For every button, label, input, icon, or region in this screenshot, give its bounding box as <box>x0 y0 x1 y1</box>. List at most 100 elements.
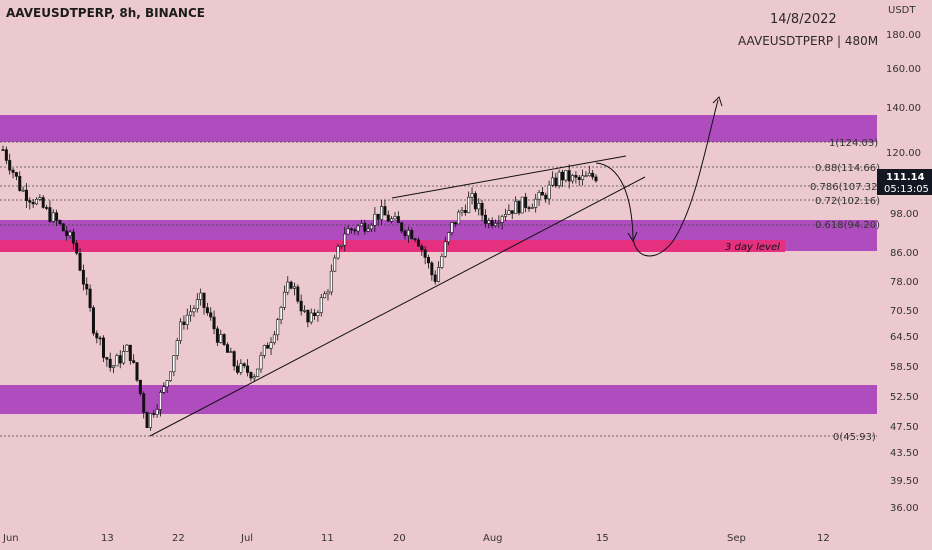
chart-title: AAVEUSDTPERP, 8h, BINANCE <box>6 6 205 20</box>
candle-body <box>426 257 430 264</box>
candle-body <box>530 207 534 209</box>
candle-body <box>292 286 296 289</box>
candle-body <box>540 192 544 196</box>
candle-body <box>71 231 75 244</box>
candle-body <box>28 200 32 203</box>
candle-body <box>504 213 508 217</box>
candle-body <box>416 239 420 247</box>
candle-body <box>380 206 384 220</box>
time-tick: 12 <box>817 533 830 544</box>
candle-body <box>517 200 521 214</box>
candle-body <box>437 267 441 282</box>
candle-body <box>189 311 193 316</box>
candle-body <box>587 172 591 177</box>
candle-body <box>386 214 390 222</box>
candle-body <box>229 351 233 353</box>
lower-support-zone <box>0 385 877 414</box>
candle-body <box>473 193 477 210</box>
candle-body <box>158 392 162 410</box>
candle-body <box>339 244 343 247</box>
projection-arrowhead-down <box>627 231 638 243</box>
candle-body <box>567 170 571 182</box>
candle-body <box>115 355 119 367</box>
wedge-lower-trendline <box>149 176 646 437</box>
candle-body <box>105 357 109 360</box>
candle-body <box>309 312 313 323</box>
candle-body <box>219 334 223 343</box>
candle-body <box>316 312 320 316</box>
time-tick: 11 <box>321 533 334 544</box>
candle-body <box>179 321 183 341</box>
candle-body <box>447 232 451 243</box>
candle-body <box>346 228 350 235</box>
candle-body <box>8 160 12 171</box>
candle-body <box>524 196 528 208</box>
candle-body <box>480 202 484 216</box>
resistance-zone <box>0 115 877 142</box>
candle-body <box>21 189 25 192</box>
candle-body <box>182 321 186 326</box>
candle-body <box>493 223 497 226</box>
candle-body <box>14 172 18 177</box>
candle-body <box>520 196 524 214</box>
price-tick: 78.00 <box>890 277 919 288</box>
candle-body <box>58 220 62 225</box>
candle-body <box>343 233 347 246</box>
candle-body <box>222 334 226 345</box>
candle-body <box>537 192 541 200</box>
candle-body <box>266 345 270 349</box>
candle-body <box>118 355 122 364</box>
candle-body <box>269 342 273 349</box>
candle-body <box>81 269 85 285</box>
candle-body <box>51 212 55 222</box>
candle-body <box>433 274 437 282</box>
candle-body <box>359 223 363 227</box>
candle-body <box>286 281 290 293</box>
fib-label-072: 0.72(102.16) <box>815 196 880 207</box>
annotation-3-day-level: 3 day level <box>725 242 780 253</box>
candle-body <box>48 207 52 222</box>
candle-body <box>249 372 253 379</box>
candle-body <box>61 223 65 232</box>
chart-date: 14/8/2022 <box>770 12 837 27</box>
candle-body <box>423 249 427 258</box>
price-axis: 180.00 160.00 140.00 120.00 98.00 86.00 … <box>886 30 921 514</box>
candle-body <box>11 169 15 173</box>
candle-body <box>262 345 266 356</box>
candle-body <box>209 312 213 318</box>
candle-body <box>349 228 353 231</box>
candle-body <box>396 216 400 224</box>
projection-arrowhead-up <box>712 96 723 107</box>
candle-body <box>591 172 595 178</box>
candle-body <box>467 196 471 213</box>
candle-body <box>306 309 310 323</box>
candle-body <box>303 309 307 312</box>
candle-body <box>490 220 494 226</box>
candle-body <box>95 332 99 339</box>
countdown-value: 05:13:05 <box>884 184 929 195</box>
candle-body <box>256 368 260 377</box>
candle-body <box>544 194 548 200</box>
candle-body <box>557 171 561 186</box>
time-tick: Aug <box>483 533 503 544</box>
candle-body <box>65 230 69 237</box>
fib-label-1: 1(124.03) <box>829 138 878 149</box>
symbol-timeframe: AAVEUSDTPERP | 480M <box>738 34 879 48</box>
candle-body <box>453 222 457 225</box>
candle-body <box>289 281 293 289</box>
candle-body <box>31 201 35 205</box>
price-tick: 70.50 <box>890 306 919 317</box>
candle-body <box>169 371 173 381</box>
price-tick: 36.00 <box>890 503 919 514</box>
candle-body <box>313 312 317 316</box>
candle-body <box>108 358 112 368</box>
candle-body <box>527 207 531 209</box>
candle-body <box>410 230 414 240</box>
candle-body <box>112 365 116 368</box>
candle-body <box>547 184 551 200</box>
candle-body <box>202 292 206 308</box>
candle-body <box>192 308 196 313</box>
candle-body <box>329 270 333 293</box>
candle-body <box>88 288 92 308</box>
